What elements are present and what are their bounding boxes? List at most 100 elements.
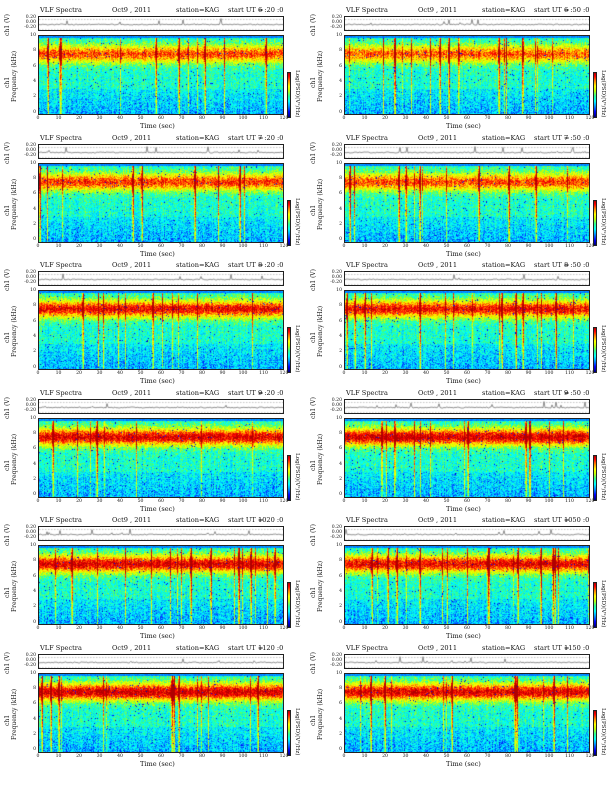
spectrogram-ytick: 4 [339,589,342,595]
panel-header: VLF Spectra Oct9 , 2011 station=KAG start U… [306,644,596,654]
spectrogram-xtick: 100 [544,753,554,759]
spectrogram-ytick: 6 [33,701,36,707]
spectrogram-xtick: 30 [96,753,103,759]
panel-start-label: start UT = [534,388,570,397]
panel-header: VLF Spectra Oct9 , 2011 station=KAG start U… [306,261,596,271]
spectrogram-heatmap [345,673,589,752]
timeseries-plot [344,653,590,669]
spectrogram-xtick: 90 [219,116,226,121]
panel-station: station=KAG [176,388,220,397]
spectrogram-xtick: 110 [259,498,268,504]
spectrogram-xlabel: Time (sec) [140,632,175,640]
spectrogram-xtick: 80 [199,498,205,504]
spectrogram-xtick: 10 [55,371,62,376]
spectrogram-xtick: 60 [158,243,164,249]
panel-start-label: start UT = [228,133,264,142]
spectrogram-xtick: 20 [76,371,82,376]
timeseries-ytick: 0.20 [331,652,342,658]
spectrogram-panel: VLF Spectra Oct9 , 2011 station=KAG start U… [306,516,606,642]
panel-start-label: start UT = [228,388,264,397]
timeseries-ylabel: ch1 (V) [4,651,11,674]
spectrogram-ytick: 6 [339,318,342,324]
spectrogram-ytick: 10 [30,670,36,676]
spectrogram-xtick: 110 [259,243,268,249]
panel-start-label: start UT = [228,261,264,269]
colorbar-label: Log(PSD)(V²/Hz) [294,707,300,755]
spectrogram-xtick: 40 [423,243,429,249]
spectrogram-xtick: 50 [443,371,450,376]
spectrogram-ylabel-frequency: Frequency (kHz) [317,305,324,357]
timeseries-plot [38,526,284,541]
spectrogram-xtick: 80 [199,116,205,121]
timeseries-ytick: 0.20 [25,652,36,658]
spectrogram-xtick: 50 [443,243,450,249]
spectrogram-ytick: 10 [336,33,342,38]
panel-station: station=KAG [176,643,220,652]
spectrogram-xtick: 10 [55,243,62,249]
spectrogram-panel: VLF Spectra Oct9 , 2011 station=KAG start U… [0,6,300,132]
spectrogram-ytick: 8 [339,303,342,309]
spectrogram-xtick: 100 [238,498,248,504]
timeseries-ytick: 0.00 [25,657,36,663]
spectrogram-ylabel-frequency: Frequency (kHz) [11,50,18,102]
panel-station: station=KAG [482,516,526,524]
spectrogram-xtick: 90 [219,498,226,504]
colorbar [593,72,597,118]
spectrogram-xtick: 120 [585,371,595,376]
spectrogram-xtick: 60 [158,371,164,376]
spectrogram-ylabel-channel: ch1 [310,714,317,726]
spectrogram-plot [344,290,590,370]
panel-station: station=KAG [482,6,526,14]
spectrogram-heatmap [39,673,283,752]
panel-start-time: 8 :20 :0 [258,261,284,269]
spectrogram-xtick: 10 [361,243,368,249]
spectrogram-xtick: 110 [565,243,574,249]
timeseries-ytick: 0.00 [25,530,36,535]
spectrogram-ytick: 0 [339,109,342,115]
spectrogram-xtick: 30 [402,498,409,504]
spectrogram-ylabel-frequency: Frequency (kHz) [317,688,324,740]
spectrogram-ytick: 2 [339,94,342,100]
spectrogram-xtick: 30 [96,498,103,504]
panel-date: Oct9 , 2011 [112,516,152,524]
spectrogram-xtick: 80 [505,371,511,376]
timeseries-trace [345,654,589,668]
spectrogram-ytick: 8 [33,685,36,691]
timeseries-plot [38,271,284,286]
spectrogram-xtick: 90 [525,371,532,376]
timeseries-trace [39,144,283,158]
spectrogram-plot [38,162,284,243]
spectrogram-xtick: 10 [55,753,62,759]
timeseries-trace [345,144,589,158]
spectrogram-xtick: 0 [342,498,346,504]
panel-start-label: start UT = [534,133,570,142]
spectrogram-ytick: 0 [339,492,342,498]
spectrogram-ylabel-channel: ch1 [310,204,317,216]
timeseries-ylabel: ch1 (V) [310,14,317,36]
spectrogram-xtick: 100 [238,626,248,631]
spectrogram-ytick: 2 [33,349,36,355]
panel-date: Oct9 , 2011 [112,133,152,142]
panel-station: station=KAG [176,6,220,14]
spectrogram-xtick: 110 [565,116,574,121]
timeseries-ylabel: ch1 (V) [4,269,11,291]
spectrogram-ytick: 6 [339,446,342,452]
spectrogram-xtick: 20 [76,626,82,631]
spectrogram-ytick: 8 [33,175,36,181]
panel-header: VLF Spectra Oct9 , 2011 station=KAG start U… [0,644,290,654]
spectrogram-xtick: 40 [117,116,123,121]
panel-start-time: 1050 :0 [564,516,590,524]
spectrogram-xtick: 110 [259,116,268,121]
spectrogram-xlabel: Time (sec) [446,249,481,258]
panel-start-time: 9 :50 :0 [564,388,590,397]
spectrogram-ytick: 6 [339,191,342,197]
panel-date: Oct9 , 2011 [112,643,152,652]
timeseries-trace [39,272,283,285]
spectrogram-ytick: 10 [30,543,36,548]
panel-station: station=KAG [176,133,220,142]
timeseries-ylabel: ch1 (V) [4,14,11,36]
timeseries-plot [344,271,590,286]
spectrogram-plot [344,545,590,625]
spectrogram-ylabel-channel: ch1 [4,459,11,471]
